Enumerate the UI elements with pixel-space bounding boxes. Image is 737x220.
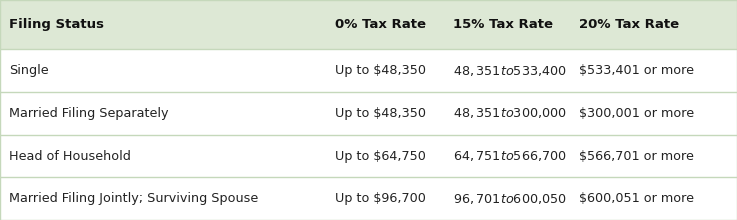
- Text: $96,701 to $600,050: $96,701 to $600,050: [453, 192, 567, 206]
- Text: 15% Tax Rate: 15% Tax Rate: [453, 18, 553, 31]
- Text: $48,351 to $533,400: $48,351 to $533,400: [453, 64, 567, 78]
- Bar: [0, 92, 737, 135]
- Bar: [0, 177, 737, 220]
- Text: Single: Single: [9, 64, 49, 77]
- Text: Up to $48,350: Up to $48,350: [335, 107, 426, 120]
- Text: Married Filing Separately: Married Filing Separately: [9, 107, 168, 120]
- Bar: [0, 135, 737, 177]
- Text: Married Filing Jointly; Surviving Spouse: Married Filing Jointly; Surviving Spouse: [9, 192, 258, 205]
- Text: $64,751 to $566,700: $64,751 to $566,700: [453, 149, 567, 163]
- Text: Head of Household: Head of Household: [9, 150, 130, 163]
- Bar: [0, 50, 737, 92]
- Text: $300,001 or more: $300,001 or more: [579, 107, 694, 120]
- Text: $48,351 to $300,000: $48,351 to $300,000: [453, 106, 567, 120]
- Text: 20% Tax Rate: 20% Tax Rate: [579, 18, 679, 31]
- Text: Filing Status: Filing Status: [9, 18, 104, 31]
- Text: Up to $96,700: Up to $96,700: [335, 192, 426, 205]
- Text: 0% Tax Rate: 0% Tax Rate: [335, 18, 426, 31]
- Text: $566,701 or more: $566,701 or more: [579, 150, 694, 163]
- Bar: [0, 0, 737, 50]
- Text: $533,401 or more: $533,401 or more: [579, 64, 694, 77]
- Text: Up to $48,350: Up to $48,350: [335, 64, 426, 77]
- Text: $600,051 or more: $600,051 or more: [579, 192, 694, 205]
- Text: Up to $64,750: Up to $64,750: [335, 150, 426, 163]
